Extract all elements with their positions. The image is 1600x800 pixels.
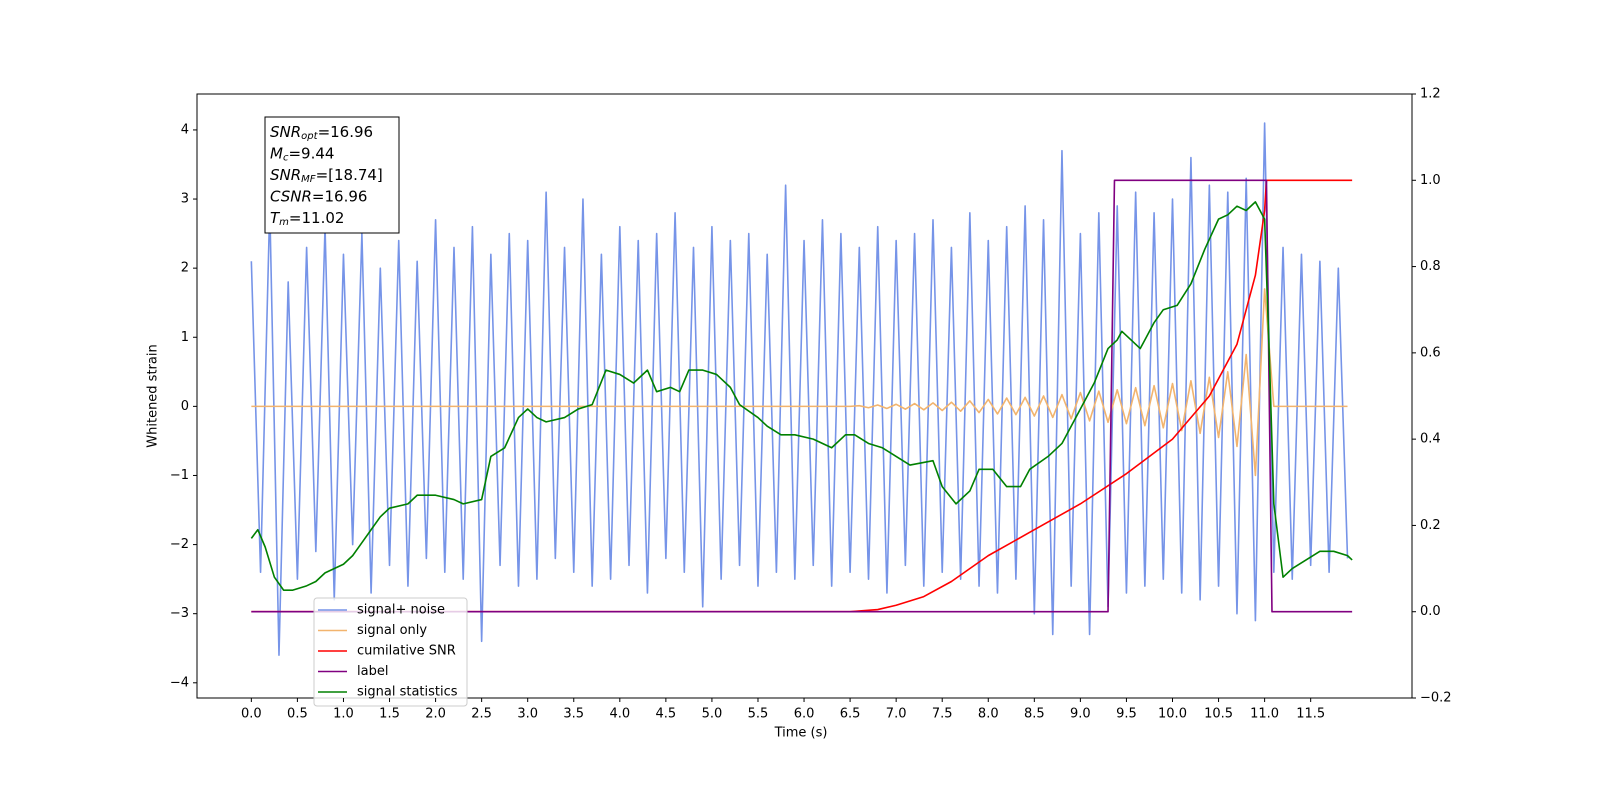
y-tick-label: −2 <box>170 537 189 552</box>
y-axis-label: Whitened strain <box>146 344 161 447</box>
x-tick-label: 2.0 <box>425 707 446 722</box>
x-tick-label: 5.5 <box>748 707 769 722</box>
legend-frame <box>313 597 468 707</box>
annotation-box: SNRopt=16.96Mc=9.44SNRMF=[18.74]CSNR=16.… <box>264 116 400 234</box>
x-tick-label: 10.0 <box>1158 707 1187 722</box>
x-tick-label: 9.0 <box>1070 707 1091 722</box>
legend-label: cumilative SNR <box>357 644 456 659</box>
annotation-text: =16.96 <box>312 187 368 205</box>
annotation-subscript: c <box>283 153 289 164</box>
x-tick-label: 0.0 <box>241 707 262 722</box>
series-line <box>251 179 1353 613</box>
x-tick-label: 7.0 <box>886 707 907 722</box>
annotation-line: Mc=9.44 <box>270 144 334 164</box>
annotation-line: CSNR=16.96 <box>270 187 367 205</box>
x-tick-label: 0.5 <box>287 707 308 722</box>
y-tick-label: −3 <box>170 606 189 621</box>
x-tick-label: 7.5 <box>932 707 953 722</box>
x-tick-label: 11.5 <box>1296 707 1325 722</box>
legend-label: signal only <box>357 623 427 638</box>
annotation-subscript: m <box>279 217 289 228</box>
legend: signal+ noise signal only cumilative SNR la… <box>313 597 468 707</box>
annotation-text: =16.96 <box>318 123 374 141</box>
x-tick-label: 6.5 <box>840 707 861 722</box>
legend-label: signal+ noise <box>357 603 445 618</box>
y2-tick-label: −0.2 <box>1420 691 1452 706</box>
y-tick-label: −4 <box>170 675 189 690</box>
annotation-symbol: M <box>270 144 283 162</box>
x-tick-label: 4.5 <box>656 707 677 722</box>
legend-label: signal statistics <box>357 685 458 700</box>
y2-tick-label: 0.0 <box>1420 604 1441 619</box>
annotation-text: =11.02 <box>289 209 345 227</box>
annotation-line: SNRMF=[18.74] <box>270 166 383 186</box>
x-tick-label: 8.0 <box>978 707 999 722</box>
y2-tick-label: 1.2 <box>1420 87 1441 102</box>
annotation-text: =9.44 <box>288 144 334 162</box>
y-tick-label: 2 <box>181 261 189 276</box>
x-tick-label: 5.0 <box>702 707 723 722</box>
x-tick-label: 1.0 <box>333 707 354 722</box>
x-tick-label: 6.0 <box>794 707 815 722</box>
y2-tick-label: 0.2 <box>1420 518 1441 533</box>
annotation-subscript: MF <box>301 174 316 185</box>
series-line <box>251 179 1353 613</box>
x-tick-label: 1.5 <box>379 707 400 722</box>
y-tick-label: 4 <box>181 122 189 137</box>
annotation-symbol: T <box>270 209 281 227</box>
series-line <box>250 122 1349 656</box>
x-tick-label: 8.5 <box>1024 707 1045 722</box>
y2-tick-label: 0.6 <box>1420 345 1441 360</box>
annotation-subscript: opt <box>301 131 318 142</box>
annotation-frame <box>264 116 400 234</box>
x-tick-label: 9.5 <box>1116 707 1137 722</box>
x-tick-label: 4.0 <box>609 707 630 722</box>
x-axis-label: Time (s) <box>774 726 828 741</box>
x-tick-label: 2.5 <box>471 707 492 722</box>
annotation-symbol: CSNR <box>270 187 312 205</box>
legend-label: label <box>357 664 388 679</box>
data-layer <box>250 122 1353 656</box>
annotation-text: =[18.74] <box>316 166 383 184</box>
y-tick-label: 1 <box>181 330 189 345</box>
x-tick-label: 3.0 <box>517 707 538 722</box>
series-line <box>250 201 1353 591</box>
x-tick-label: 10.5 <box>1204 707 1233 722</box>
y2-tick-label: 0.4 <box>1420 432 1441 447</box>
x-tick-label: 11.0 <box>1250 707 1279 722</box>
y2-tick-label: 0.8 <box>1420 259 1441 274</box>
series-line <box>251 288 1348 477</box>
y-tick-label: 0 <box>181 399 189 414</box>
annotation-symbol: SNR <box>270 166 301 184</box>
annotation-symbol: SNR <box>270 123 301 141</box>
y-tick-label: 3 <box>181 192 189 207</box>
y-tick-label: −1 <box>170 468 189 483</box>
y2-tick-label: 1.0 <box>1420 173 1441 188</box>
x-tick-label: 3.5 <box>563 707 584 722</box>
annotation-line: Tm=11.02 <box>270 209 344 229</box>
annotation-line: SNRopt=16.96 <box>270 123 373 143</box>
